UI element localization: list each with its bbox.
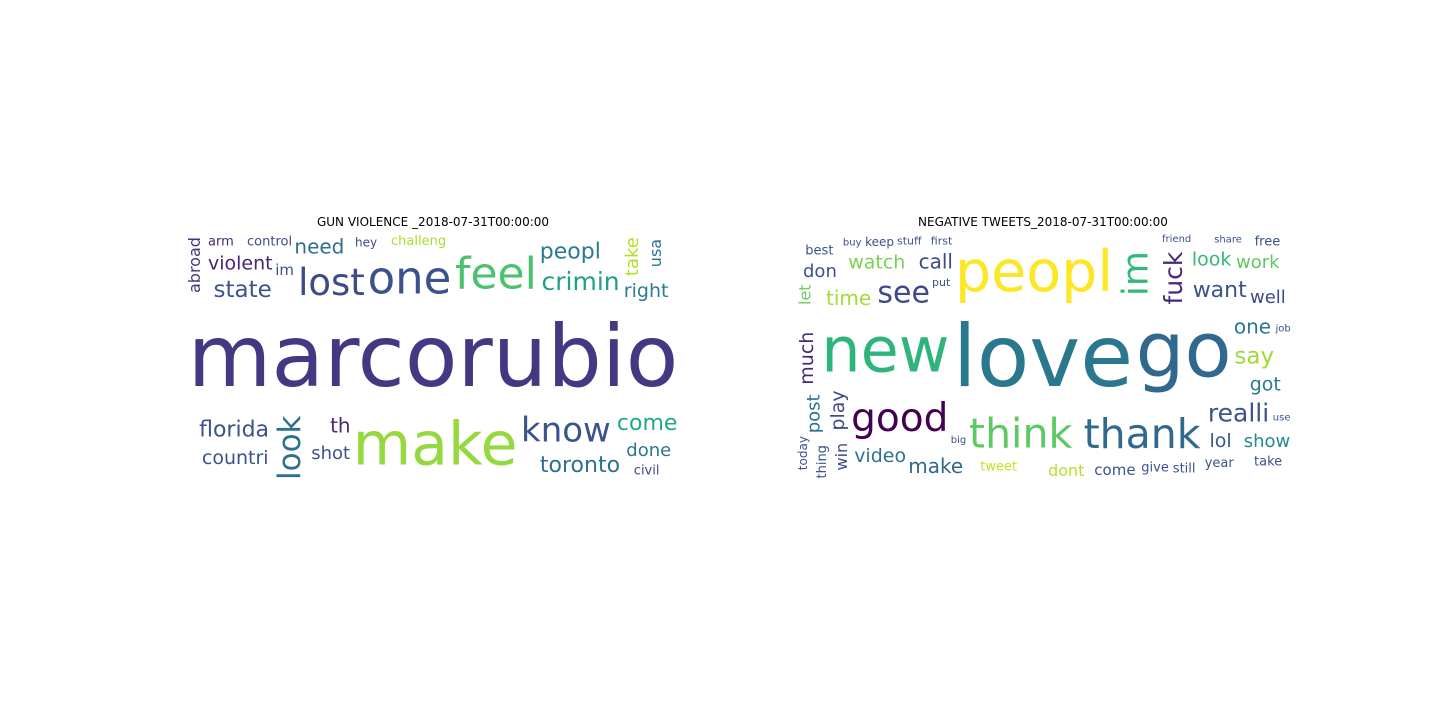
chart-title: GUN VIOLENCE _2018-07-31T00:00:00 [316, 215, 550, 229]
word-label: make [353, 409, 518, 479]
word-label: toronto [540, 453, 620, 478]
word-label: go [1136, 307, 1232, 396]
word-label: use [1273, 413, 1291, 424]
word-label: peopl [955, 239, 1113, 305]
word-label: much [796, 332, 818, 385]
word-label: year [1205, 456, 1235, 471]
word-label: work [1236, 252, 1280, 273]
word-label: make [908, 454, 963, 478]
word-label: im [275, 261, 294, 279]
word-label: tweet [980, 460, 1017, 475]
word-label: new [821, 314, 949, 387]
word-label: let [795, 284, 814, 305]
word-label: violent [208, 253, 273, 275]
word-label: thank [1084, 410, 1201, 458]
word-label: countri [202, 447, 269, 469]
word-label: free [1255, 234, 1281, 249]
word-label: abroad [185, 237, 204, 293]
word-label: done [626, 440, 671, 461]
word-label: peopl [540, 240, 601, 265]
word-label: see [877, 276, 930, 311]
word-label: post [803, 394, 824, 433]
word-label: take [622, 237, 643, 276]
word-label: show [1244, 431, 1291, 452]
word-label: big [951, 435, 966, 446]
word-label: th [330, 413, 351, 437]
word-label: look [272, 415, 308, 480]
word-label: fuck [1159, 251, 1188, 304]
word-label: look [1192, 248, 1232, 270]
word-label: lost [298, 261, 365, 304]
word-label: time [826, 286, 871, 310]
word-label: right [624, 280, 669, 302]
word-label: usa [646, 239, 665, 267]
word-label: one [368, 252, 452, 305]
word-label: come [1094, 461, 1135, 479]
word-label: need [294, 235, 344, 259]
word-label: don [803, 261, 837, 282]
word-label: think [969, 410, 1072, 458]
word-label: arm [208, 234, 234, 249]
word-label: thing [815, 445, 830, 478]
wordcloud-panel-gun-violence: GUN VIOLENCE _2018-07-31T00:00:00 marcor… [183, 212, 683, 482]
word-label: buy [843, 238, 862, 249]
word-label: state [214, 277, 272, 303]
word-label: good [851, 396, 948, 441]
word-label: take [1254, 454, 1282, 469]
word-label: call [919, 250, 953, 274]
word-label: shot [311, 443, 350, 464]
word-label: want [1193, 278, 1247, 303]
word-label: control [247, 234, 292, 249]
word-label: hey [355, 235, 377, 249]
word-label: keep [865, 235, 894, 249]
word-label: video [854, 445, 906, 467]
word-label: got [1250, 374, 1281, 396]
chart-title: NEGATIVE TWEETS_2018-07-31T00:00:00 [918, 215, 1168, 229]
word-label: watch [848, 251, 905, 273]
wordcloud-panel-negative-tweets: NEGATIVE TWEETS_2018-07-31T00:00:00 love… [793, 212, 1293, 482]
word-label: dont [1048, 461, 1084, 480]
word-label: civil [634, 464, 660, 479]
wordcloud-area: marcorubio make one feel lost know look crimin s… [183, 232, 683, 482]
word-label: put [932, 276, 951, 289]
word-label: stuff [897, 234, 922, 247]
word-label: still [1173, 461, 1196, 476]
word-label: friend [1162, 234, 1191, 245]
word-label: play [827, 390, 849, 430]
word-label: florida [199, 418, 269, 443]
word-label: say [1234, 344, 1274, 370]
word-label: marcorubio [188, 307, 679, 407]
wordcloud-area: love go new peopl think thank good im see fuck rea… [793, 232, 1293, 482]
word-label: challeng [391, 234, 446, 249]
word-label: know [521, 411, 611, 451]
word-label: love [953, 307, 1133, 407]
word-label: lol [1210, 430, 1232, 452]
word-label: feel [455, 248, 537, 299]
word-label: im [1115, 251, 1156, 296]
word-label: job [1275, 324, 1291, 335]
word-label: win [832, 443, 851, 471]
word-label: give [1141, 461, 1169, 476]
word-label: crimin [542, 267, 620, 296]
word-label: realli [1208, 398, 1269, 427]
word-label: best [805, 243, 833, 258]
word-label: first [931, 234, 953, 247]
word-label: well [1250, 287, 1286, 308]
word-label: today [796, 436, 810, 470]
word-label: come [617, 411, 678, 436]
word-label: share [1214, 234, 1242, 245]
word-label: one [1234, 314, 1271, 338]
